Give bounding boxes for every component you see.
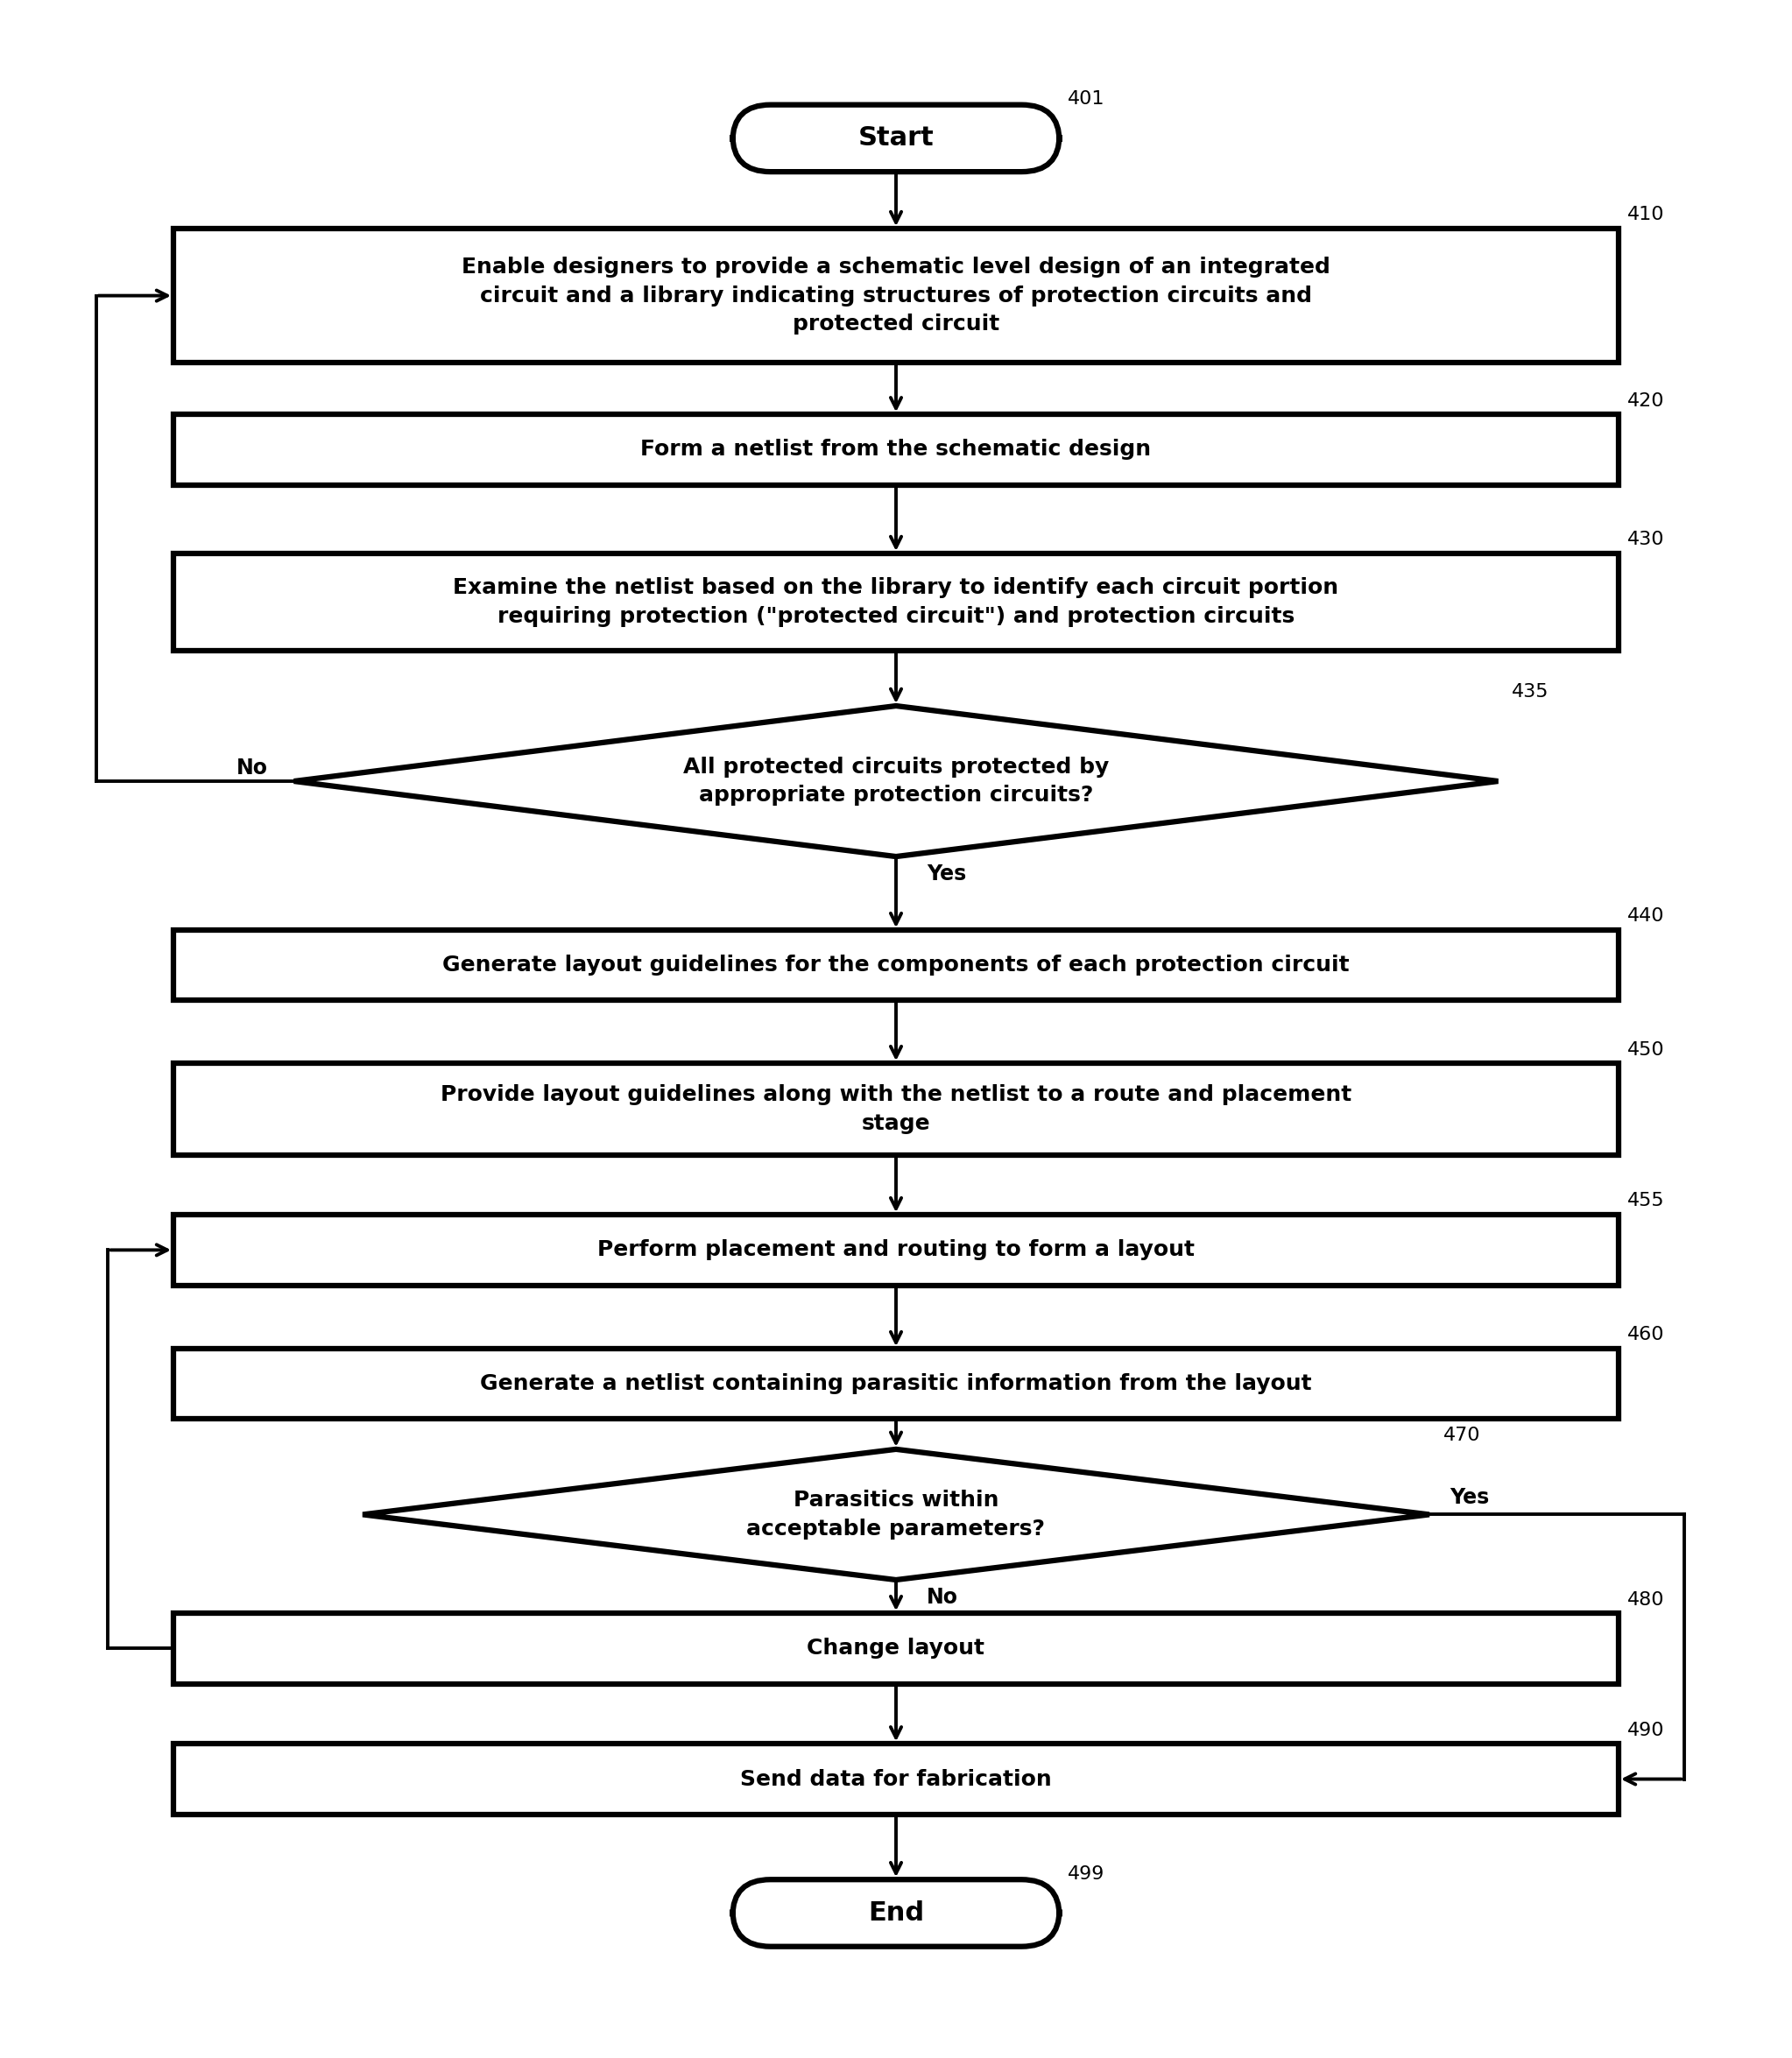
Text: 455: 455 bbox=[1627, 1192, 1665, 1210]
Bar bbox=[174, 414, 1618, 486]
Text: 470: 470 bbox=[1443, 1426, 1480, 1445]
Text: End: End bbox=[867, 1900, 925, 1926]
Text: 401: 401 bbox=[1068, 91, 1106, 109]
Text: No: No bbox=[926, 1587, 959, 1607]
Text: Generate layout guidelines for the components of each protection circuit: Generate layout guidelines for the compo… bbox=[443, 955, 1349, 975]
Text: 430: 430 bbox=[1627, 531, 1665, 549]
Text: 480: 480 bbox=[1627, 1591, 1665, 1607]
Text: 460: 460 bbox=[1627, 1325, 1665, 1344]
Text: Yes: Yes bbox=[926, 862, 966, 885]
Text: 450: 450 bbox=[1627, 1041, 1665, 1060]
Text: 490: 490 bbox=[1627, 1720, 1665, 1739]
Bar bbox=[174, 1214, 1618, 1284]
Text: Generate a netlist containing parasitic information from the layout: Generate a netlist containing parasitic … bbox=[480, 1373, 1312, 1395]
Text: Provide layout guidelines along with the netlist to a route and placement
stage: Provide layout guidelines along with the… bbox=[441, 1085, 1351, 1134]
FancyBboxPatch shape bbox=[733, 1879, 1059, 1947]
Text: Enable designers to provide a schematic level design of an integrated
circuit an: Enable designers to provide a schematic … bbox=[462, 257, 1330, 335]
Text: No: No bbox=[237, 757, 269, 778]
Text: Change layout: Change layout bbox=[806, 1638, 986, 1659]
Text: 499: 499 bbox=[1068, 1865, 1106, 1883]
Text: Yes: Yes bbox=[1450, 1488, 1489, 1509]
Text: 410: 410 bbox=[1627, 206, 1665, 224]
Bar bbox=[174, 228, 1618, 362]
Text: All protected circuits protected by
appropriate protection circuits?: All protected circuits protected by appr… bbox=[683, 757, 1109, 807]
Text: Form a netlist from the schematic design: Form a netlist from the schematic design bbox=[640, 438, 1152, 461]
Text: 440: 440 bbox=[1627, 908, 1665, 926]
Bar bbox=[174, 1743, 1618, 1815]
FancyBboxPatch shape bbox=[733, 105, 1059, 171]
Polygon shape bbox=[294, 706, 1498, 856]
Polygon shape bbox=[362, 1449, 1430, 1581]
Text: Start: Start bbox=[858, 126, 934, 150]
Bar bbox=[174, 1348, 1618, 1420]
Text: Send data for fabrication: Send data for fabrication bbox=[740, 1768, 1052, 1790]
Text: 420: 420 bbox=[1627, 391, 1665, 410]
Text: 435: 435 bbox=[1512, 683, 1548, 702]
Bar bbox=[174, 554, 1618, 650]
Text: Perform placement and routing to form a layout: Perform placement and routing to form a … bbox=[597, 1239, 1195, 1259]
Bar bbox=[174, 930, 1618, 1000]
Bar bbox=[174, 1064, 1618, 1155]
Text: Parasitics within
acceptable parameters?: Parasitics within acceptable parameters? bbox=[747, 1490, 1045, 1539]
Text: Examine the netlist based on the library to identify each circuit portion
requir: Examine the netlist based on the library… bbox=[453, 578, 1339, 628]
Bar bbox=[174, 1613, 1618, 1683]
